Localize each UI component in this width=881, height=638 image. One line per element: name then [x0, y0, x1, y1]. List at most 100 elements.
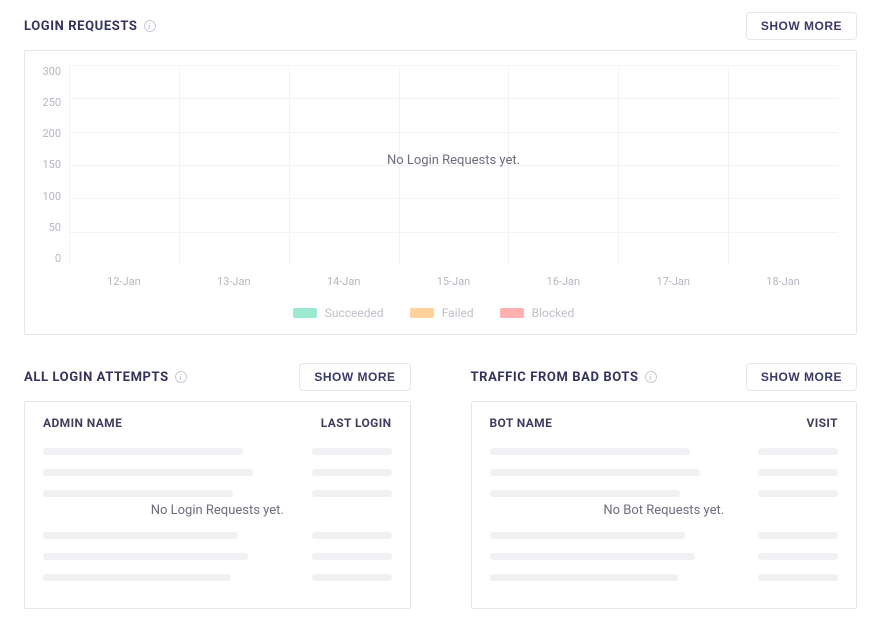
grid-cell	[289, 198, 399, 231]
skeleton-line	[490, 553, 695, 560]
y-tick: 0	[55, 252, 61, 265]
legend-swatch	[500, 308, 524, 318]
y-tick: 200	[42, 127, 61, 140]
login-attempts-section: ALL LOGIN ATTEMPTS i SHOW MORE ADMIN NAM…	[24, 363, 411, 609]
grid-cell	[399, 65, 509, 98]
chart-legend: Succeeded Failed Blocked	[29, 306, 838, 320]
bad-bots-panel: BOT NAME VISIT No Bot Requests yet.	[471, 401, 858, 609]
login-attempts-title: ALL LOGIN ATTEMPTS	[24, 370, 169, 385]
login-attempts-empty-message: No Login Requests yet.	[25, 501, 410, 520]
y-tick: 100	[42, 190, 61, 203]
x-tick: 18-Jan	[728, 275, 838, 288]
x-tick: 12-Jan	[69, 275, 179, 288]
show-more-button[interactable]: SHOW MORE	[746, 12, 857, 40]
grid-cell	[399, 98, 509, 131]
skeleton-line	[490, 469, 700, 476]
grid-cell	[69, 98, 179, 131]
skeleton-line	[312, 448, 392, 455]
grid-cell	[179, 198, 289, 231]
x-tick: 16-Jan	[508, 275, 618, 288]
legend-label: Succeeded	[325, 306, 384, 320]
chart-x-axis: 12-Jan13-Jan14-Jan15-Jan16-Jan17-Jan18-J…	[69, 275, 838, 288]
column-admin-name: ADMIN NAME	[43, 416, 122, 430]
skeleton-line	[758, 553, 838, 560]
grid-cell	[618, 232, 728, 265]
grid-cell	[69, 65, 179, 98]
skeleton-row	[43, 469, 392, 476]
grid-cell	[728, 65, 838, 98]
grid-cell	[618, 165, 728, 198]
skeleton-row	[490, 490, 839, 497]
grid-cell	[508, 98, 618, 131]
grid-cell	[728, 165, 838, 198]
grid-cell	[508, 165, 618, 198]
grid-cell	[179, 232, 289, 265]
skeleton-line	[43, 553, 248, 560]
grid-cell	[69, 198, 179, 231]
column-visit: VISIT	[806, 416, 838, 430]
bad-bots-section: TRAFFIC FROM BAD BOTS i SHOW MORE BOT NA…	[471, 363, 858, 609]
y-tick: 300	[42, 65, 61, 78]
login-attempts-header: ALL LOGIN ATTEMPTS i SHOW MORE	[24, 363, 411, 391]
grid-cell	[728, 198, 838, 231]
y-tick: 50	[49, 221, 61, 234]
bad-bots-columns: BOT NAME VISIT	[490, 416, 839, 430]
skeleton-line	[758, 532, 838, 539]
skeleton-line	[312, 490, 392, 497]
bad-bots-title: TRAFFIC FROM BAD BOTS	[471, 370, 639, 385]
y-tick: 250	[42, 96, 61, 109]
login-requests-title: LOGIN REQUESTS	[24, 19, 138, 34]
skeleton-line	[490, 448, 690, 455]
grid-cell	[69, 165, 179, 198]
login-attempts-columns: ADMIN NAME LAST LOGIN	[43, 416, 392, 430]
grid-cell	[728, 98, 838, 131]
skeleton-line	[490, 532, 685, 539]
grid-cell	[179, 165, 289, 198]
skeleton-line	[43, 448, 243, 455]
legend-label: Blocked	[532, 306, 575, 320]
login-requests-title-wrap: LOGIN REQUESTS i	[24, 19, 156, 34]
skeleton-line	[312, 532, 392, 539]
skeleton-line	[43, 469, 253, 476]
grid-cell	[289, 98, 399, 131]
legend-item: Failed	[410, 306, 474, 320]
grid-cell	[289, 65, 399, 98]
x-tick: 15-Jan	[399, 275, 509, 288]
grid-cell	[399, 198, 509, 231]
grid-cell	[289, 165, 399, 198]
chart-grid-wrap: No Login Requests yet.	[69, 65, 838, 265]
skeleton-row	[43, 574, 392, 581]
grid-cell	[728, 232, 838, 265]
column-bot-name: BOT NAME	[490, 416, 553, 430]
skeleton-row	[490, 469, 839, 476]
skeleton-line	[490, 490, 680, 497]
grid-cell	[69, 232, 179, 265]
grid-cell	[618, 65, 728, 98]
grid-cell	[179, 65, 289, 98]
bad-bots-empty-message: No Bot Requests yet.	[472, 501, 857, 520]
chart-y-axis: 300250200150100500	[29, 65, 69, 265]
skeleton-row	[490, 553, 839, 560]
skeleton-line	[758, 448, 838, 455]
grid-cell	[399, 232, 509, 265]
grid-cell	[399, 165, 509, 198]
x-tick: 14-Jan	[289, 275, 399, 288]
show-more-button[interactable]: SHOW MORE	[299, 363, 410, 391]
skeleton-line	[312, 574, 392, 581]
x-tick: 17-Jan	[618, 275, 728, 288]
login-attempts-title-wrap: ALL LOGIN ATTEMPTS i	[24, 370, 187, 385]
skeleton-line	[312, 553, 392, 560]
skeleton-row	[490, 448, 839, 455]
grid-cell	[618, 98, 728, 131]
show-more-button[interactable]: SHOW MORE	[746, 363, 857, 391]
info-icon[interactable]: i	[175, 371, 187, 383]
info-icon[interactable]: i	[645, 371, 657, 383]
skeleton-row	[43, 553, 392, 560]
info-icon[interactable]: i	[144, 20, 156, 32]
skeleton-line	[758, 490, 838, 497]
login-requests-chart: 300250200150100500 No Login Requests yet…	[24, 50, 857, 335]
skeleton-row	[490, 574, 839, 581]
skeleton-row	[43, 448, 392, 455]
skeleton-row	[43, 490, 392, 497]
skeleton-line	[43, 574, 231, 581]
